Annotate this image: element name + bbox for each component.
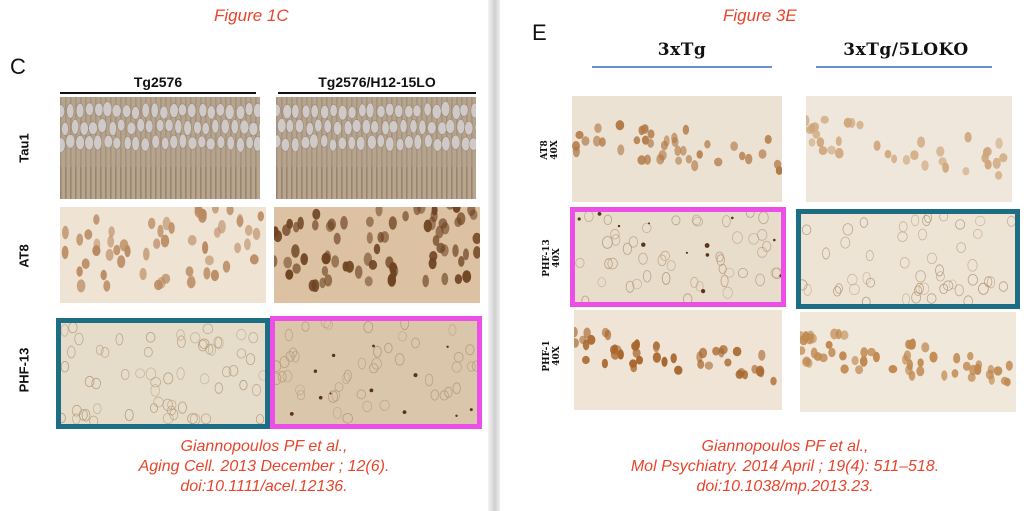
left-citation-authors: Giannopoulos PF et al., <box>180 438 348 455</box>
left-row-label-at8: AT8 <box>16 244 32 268</box>
left-row-label-tau1: Tau1 <box>16 133 32 163</box>
micrograph-tau1-tg2576 <box>60 97 260 199</box>
right-row-label-phf13: PHF-13 40X <box>542 239 562 277</box>
right-column-header-1: 3xTg <box>657 40 707 60</box>
micrograph-at8-tg2576-h12-15lo <box>274 207 480 303</box>
left-column-rule-2 <box>278 92 476 94</box>
right-row-label-at8: AT8 40X <box>540 140 560 160</box>
left-column-header-1: Tg2576 <box>133 74 183 90</box>
left-column-header-2: Tg2576/H12-15LO <box>318 74 436 90</box>
micrograph-at8-3xtg <box>572 96 782 202</box>
right-figure-title: Figure 3E <box>723 6 797 25</box>
right-citation-authors: Giannopoulos PF et al., <box>701 438 869 455</box>
right-column-rule-2 <box>816 66 992 68</box>
right-row-label-phf1: PHF-1 40X <box>542 340 562 372</box>
right-panel-letter: E <box>532 20 547 45</box>
page-divider <box>488 0 500 511</box>
micrograph-phf13-tg2576-h12-15lo-highlighted <box>270 316 482 429</box>
micrograph-at8-3xtg-5loko <box>806 96 1012 202</box>
right-column-rule-1 <box>592 66 772 68</box>
left-citation-doi: doi:10.1111/acel.12136. <box>180 478 348 495</box>
micrograph-phf13-3xtg-highlighted <box>570 207 786 307</box>
left-row-label-phf13: PHF-13 <box>16 347 32 393</box>
right-citation-doi: doi:10.1038/mp.2013.23. <box>696 478 874 495</box>
micrograph-at8-tg2576 <box>60 207 266 303</box>
micrograph-tau1-tg2576-h12-15lo <box>276 97 476 199</box>
left-panel-letter: C <box>10 54 26 79</box>
micrograph-phf13-tg2576-highlighted <box>56 318 270 429</box>
micrograph-phf1-3xtg-5loko <box>800 312 1016 412</box>
right-citation-journal: Mol Psychiatry. 2014 April ; 19(4): 511–… <box>630 458 940 475</box>
left-citation-journal: Aging Cell. 2013 December ; 12(6). <box>138 458 390 475</box>
right-column-header-2: 3xTg/5LOKO <box>843 40 969 60</box>
left-citation: Giannopoulos PF et al., Aging Cell. 2013… <box>40 437 488 497</box>
micrograph-phf1-3xtg <box>574 310 782 410</box>
right-citation: Giannopoulos PF et al., Mol Psychiatry. … <box>540 437 1024 497</box>
micrograph-phf13-3xtg-5loko-highlighted <box>796 209 1020 309</box>
left-column-rule-1 <box>60 92 256 94</box>
left-figure-panel: Figure 1C C Tg2576 Tg2576/H12-15LO Tau1 … <box>0 0 488 511</box>
left-figure-title: Figure 1C <box>214 6 289 25</box>
right-figure-panel: Figure 3E E 3xTg 3xTg/5LOKO AT8 40X PHF-… <box>500 0 1024 511</box>
